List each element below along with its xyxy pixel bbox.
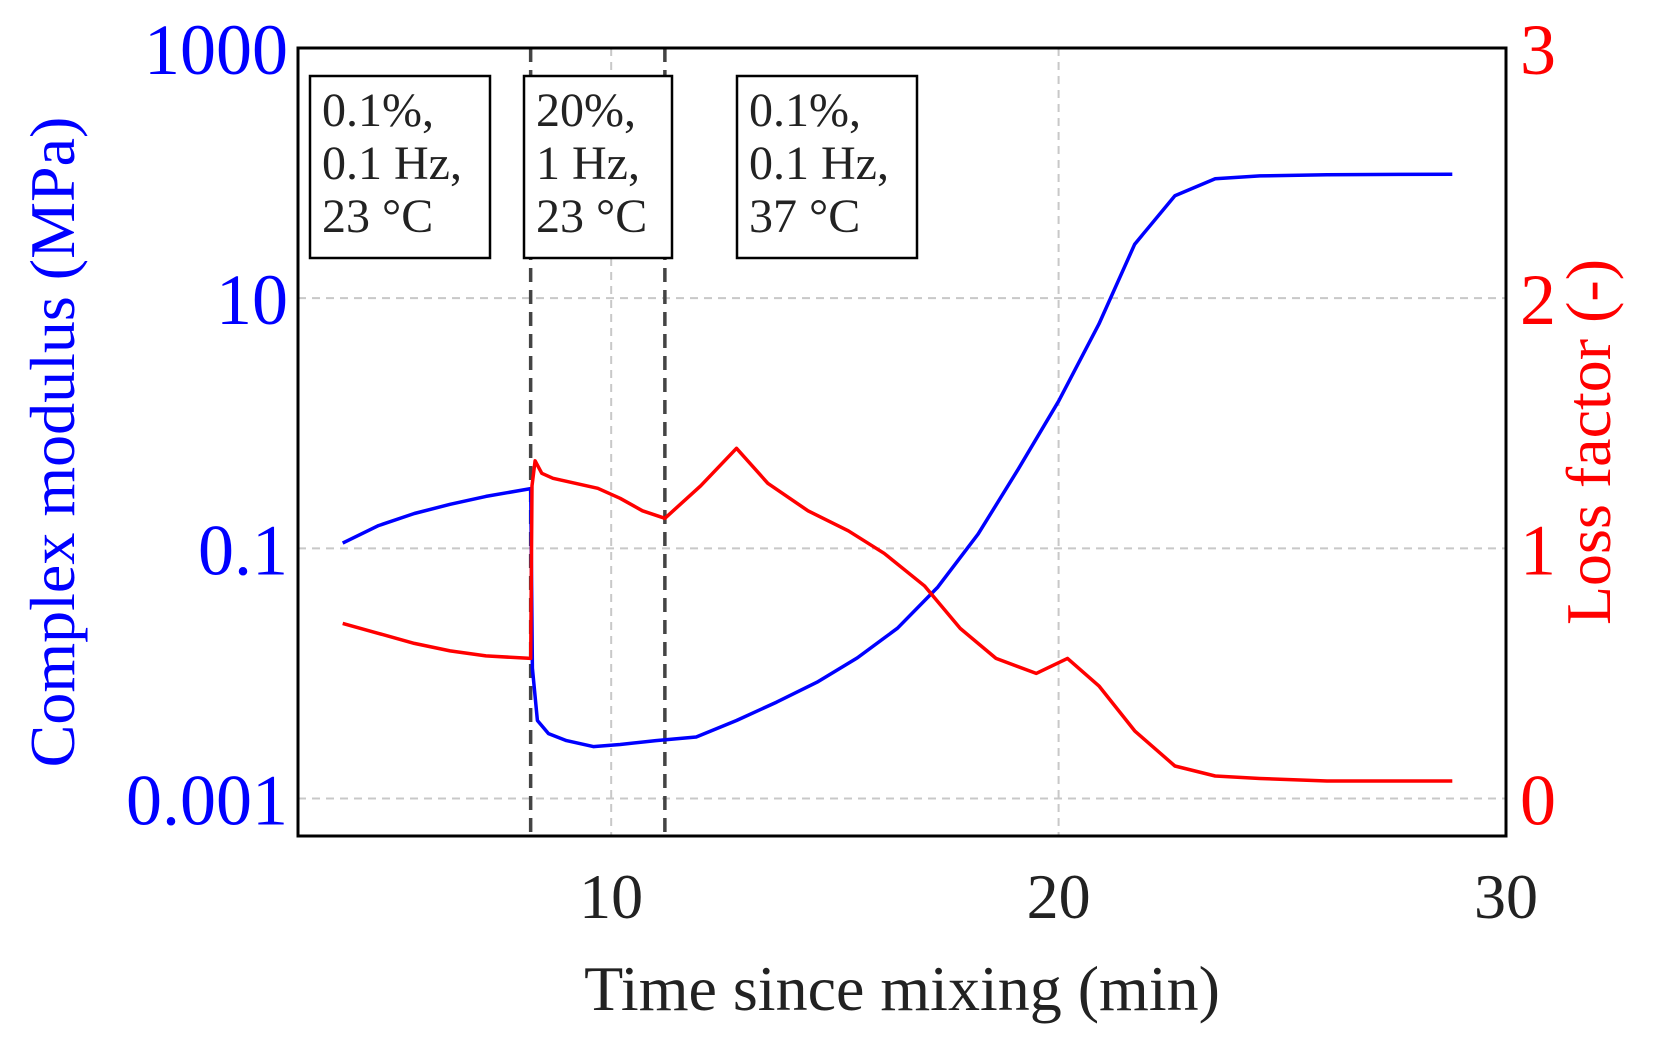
left-tick-label: 0.1	[198, 510, 288, 590]
annotation-box: 20%,1 Hz,23 °C	[522, 74, 674, 260]
left-axis-ticks: 0.001 0.1 10 1000	[126, 10, 288, 840]
loss-factor-line	[342, 446, 1453, 783]
right-tick-label: 3	[1520, 10, 1556, 90]
annotation-line: 0.1 Hz,	[749, 137, 889, 190]
left-tick-label: 10	[216, 260, 288, 340]
annotation-frame	[308, 74, 492, 260]
annotation-line: 37 °C	[749, 190, 860, 243]
annotation-line: 1 Hz,	[536, 137, 640, 190]
annotation-line: 23 °C	[536, 190, 647, 243]
annotation-line: 0.1%,	[749, 84, 861, 137]
plot-frame	[296, 46, 1508, 838]
right-axis-title: Loss factor (-)	[1553, 259, 1624, 625]
right-tick-label: 0	[1520, 760, 1556, 840]
right-tick-label: 2	[1520, 260, 1556, 340]
x-tick-label: 20	[1027, 861, 1091, 932]
left-tick-label: 1000	[144, 10, 288, 90]
annotation-box: 0.1%,0.1 Hz,37 °C	[735, 74, 919, 260]
annotation-frame	[735, 74, 919, 260]
series-layer	[341, 172, 1453, 783]
right-tick-label: 1	[1520, 510, 1556, 590]
complex-modulus-line	[341, 172, 1453, 749]
annotation-line: 0.1 Hz,	[322, 137, 462, 190]
x-tick-label: 10	[579, 861, 643, 932]
right-axis-ticks: 0 1 2 3	[1520, 10, 1556, 840]
x-axis-title: Time since mixing (min)	[584, 953, 1220, 1024]
left-tick-label: 0.001	[126, 760, 288, 840]
left-axis-title: Complex modulus (MPa)	[17, 117, 88, 768]
annotation-box: 0.1%,0.1 Hz,23 °C	[308, 74, 492, 260]
x-tick-label: 30	[1474, 861, 1538, 932]
annotations: 0.1%,0.1 Hz,23 °C20%,1 Hz,23 °C0.1%,0.1 …	[308, 74, 919, 260]
annotation-line: 0.1%,	[322, 84, 434, 137]
annotation-frame	[522, 74, 674, 260]
x-axis-ticks: 10 20 30	[579, 861, 1538, 932]
annotation-line: 23 °C	[322, 190, 433, 243]
annotation-line: 20%,	[536, 84, 636, 137]
